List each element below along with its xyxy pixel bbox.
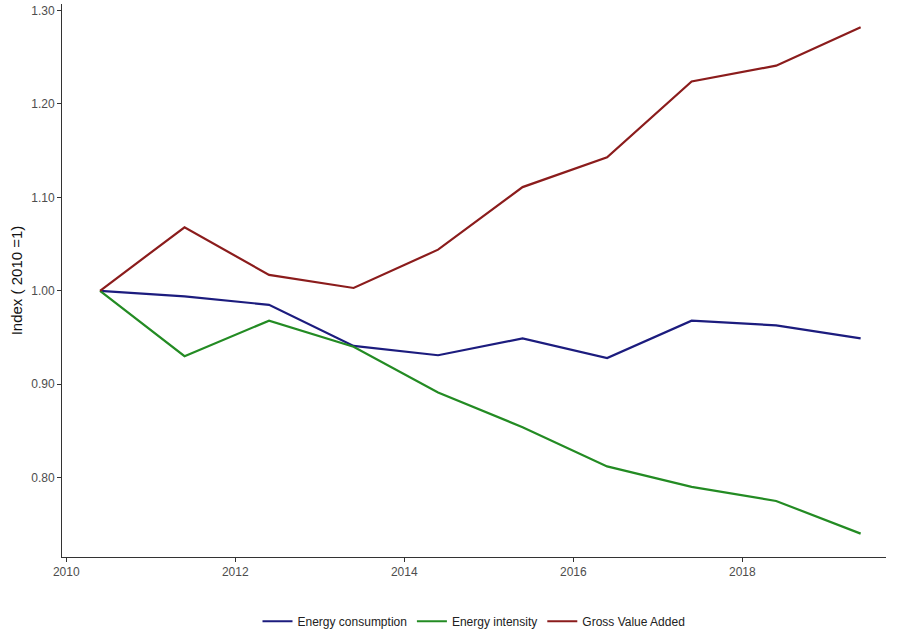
svg-text:2012: 2012	[222, 565, 249, 579]
svg-text:2018: 2018	[729, 565, 756, 579]
svg-text:Index ( 2010 =1): Index ( 2010 =1)	[8, 226, 25, 336]
svg-text:Energy intensity: Energy intensity	[452, 615, 537, 629]
svg-text:1.20: 1.20	[31, 97, 55, 111]
svg-text:1.30: 1.30	[31, 4, 55, 18]
svg-text:2010: 2010	[53, 565, 80, 579]
svg-text:1.00: 1.00	[31, 284, 55, 298]
svg-text:Gross Value Added: Gross Value Added	[582, 615, 685, 629]
svg-text:Energy consumption: Energy consumption	[298, 615, 407, 629]
svg-text:2014: 2014	[391, 565, 418, 579]
svg-text:0.90: 0.90	[31, 377, 55, 391]
svg-text:2016: 2016	[560, 565, 587, 579]
svg-text:1.10: 1.10	[31, 191, 55, 205]
svg-text:0.80: 0.80	[31, 471, 55, 485]
